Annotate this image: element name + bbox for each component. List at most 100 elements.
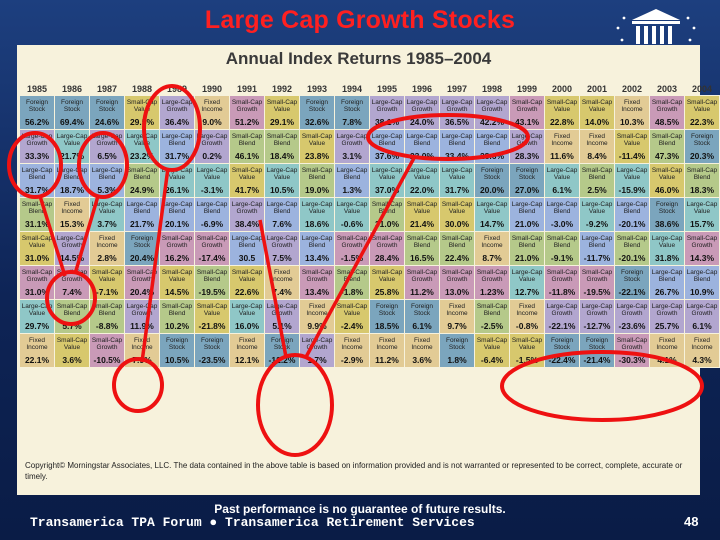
cell-return: 43.1%	[514, 117, 540, 127]
year-header: 1986	[61, 83, 83, 94]
return-cell: Foreign Stock 6.1%	[404, 299, 440, 334]
cell-category: Small-Cap Value	[581, 99, 613, 113]
cell-category: Large-Cap Growth	[56, 235, 88, 249]
return-cell: Large-Cap Blend 20.1%	[159, 197, 195, 232]
cell-category: Foreign Stock	[585, 337, 609, 351]
return-cell: Fixed Income 11.6%	[544, 129, 580, 164]
cell-return: 25.7%	[654, 321, 680, 331]
return-cell: Small-Cap Blend -2.5%	[474, 299, 510, 334]
cell-return: 16.5%	[409, 253, 435, 263]
cell-category: Small-Cap Value	[56, 337, 88, 351]
cell-return: 21.4%	[409, 219, 435, 229]
return-cell: Small-Cap Value 30.0%	[439, 197, 475, 232]
cell-category: Large-Cap Value	[686, 201, 718, 215]
return-cell: Small-Cap Value 41.7%	[229, 163, 265, 198]
cell-return: 38.6%	[654, 219, 680, 229]
return-cell: Small-Cap Value 23.8%	[299, 129, 335, 164]
cell-category: Foreign Stock	[270, 337, 294, 351]
cell-category: Large-Cap Value	[301, 201, 333, 215]
cell-category: Small-Cap Growth	[161, 235, 193, 249]
returns-table: 1985 1986 1987 1988 1989 1990 1991 1992 1993 1994…	[19, 82, 720, 368]
cell-category: Fixed Income	[271, 269, 293, 283]
return-cell: Large-Cap Blend 31.7%	[159, 129, 195, 164]
return-cell: Large-Cap Blend -6.9%	[194, 197, 230, 232]
return-cell: Large-Cap Blend 13.4%	[299, 231, 335, 266]
cell-return: 3.7%	[97, 219, 117, 229]
cell-return: -22.1%	[618, 287, 646, 297]
cell-category: Large-Cap Blend	[406, 133, 438, 147]
return-cell: Foreign Stock 18.5%	[369, 299, 405, 334]
cell-return: -21.8%	[198, 321, 226, 331]
cell-return: -30.3%	[618, 355, 646, 365]
cell-return: -3.1%	[200, 185, 224, 195]
cell-return: 20.3%	[689, 151, 715, 161]
cell-category: Small-Cap Blend	[161, 303, 193, 317]
cell-return: 30.0%	[444, 219, 470, 229]
cell-category: Large-Cap Blend	[476, 133, 508, 147]
return-cell: Foreign Stock 27.0%	[509, 163, 545, 198]
return-cell: Large-Cap Growth 38.1%	[369, 95, 405, 130]
cell-category: Fixed Income	[61, 201, 83, 215]
cell-category: Small-Cap Growth	[651, 99, 683, 113]
return-cell: Large-Cap Value 15.7%	[684, 197, 720, 232]
cell-category: Small-Cap Growth	[406, 269, 438, 283]
return-cell: Fixed Income 10.3%	[614, 95, 650, 130]
return-cell: Small-Cap Value 22.3%	[684, 95, 720, 130]
return-cell: Large-Cap Growth 1.7%	[299, 333, 335, 368]
cell-category: Foreign Stock	[340, 99, 364, 113]
cell-return: -2.5%	[480, 321, 504, 331]
return-cell: Small-Cap Value -2.4%	[334, 299, 370, 334]
cell-category: Small-Cap Growth	[231, 99, 263, 113]
return-cell: Small-Cap Blend 31.0%	[369, 197, 405, 232]
cell-return: 20.4%	[129, 287, 155, 297]
cell-return: 10.5%	[164, 355, 190, 365]
cell-return: -12.7%	[583, 321, 611, 331]
return-cell: Fixed Income 9.7%	[439, 299, 475, 334]
cell-return: 14.5%	[164, 287, 190, 297]
return-cell: Large-Cap Growth -23.6%	[614, 299, 650, 334]
return-cell: Small-Cap Growth 48.5%	[649, 95, 685, 130]
cell-return: 6.1%	[692, 321, 712, 331]
return-cell: Foreign Stock 24.6%	[89, 95, 125, 130]
cell-category: Large-Cap Growth	[126, 303, 158, 317]
return-cell: Small-Cap Growth 16.2%	[159, 231, 195, 266]
return-cell: Small-Cap Growth -1.5%	[334, 231, 370, 266]
return-cell: Large-Cap Growth -12.7%	[579, 299, 615, 334]
cell-return: -22.4%	[548, 355, 576, 365]
cell-return: 56.2%	[24, 117, 50, 127]
cell-return: 12.1%	[234, 355, 260, 365]
return-cell: Large-Cap Growth 6.5%	[89, 129, 125, 164]
cell-return: 31.0%	[374, 219, 400, 229]
cell-return: -15.9%	[618, 185, 646, 195]
cell-return: 3.1%	[342, 151, 362, 161]
cell-return: 20.4%	[129, 253, 155, 263]
cell-category: Large-Cap Growth	[476, 99, 508, 113]
year-header: 1996	[411, 83, 433, 94]
cell-return: 31.8%	[654, 253, 680, 263]
cell-return: -9.2%	[585, 219, 609, 229]
year-header: 1988	[131, 83, 153, 94]
cell-return: 3.6%	[412, 355, 432, 365]
return-cell: Small-Cap Value -7.1%	[89, 265, 125, 300]
cell-category: Fixed Income	[131, 337, 153, 351]
cell-return: 22.3%	[689, 117, 715, 127]
cell-category: Small-Cap Value	[441, 201, 473, 215]
cell-return: 9.7%	[447, 321, 467, 331]
cell-category: Fixed Income	[201, 99, 223, 113]
return-cell: Fixed Income 9.9%	[299, 299, 335, 334]
return-cell: Small-Cap Value 22.6%	[229, 265, 265, 300]
return-cell: Small-Cap Value 31.0%	[19, 231, 55, 266]
cell-return: 15.3%	[59, 219, 85, 229]
cell-category: Large-Cap Value	[371, 167, 403, 181]
return-cell: Large-Cap Growth 36.4%	[159, 95, 195, 130]
return-cell: Large-Cap Growth 36.5%	[439, 95, 475, 130]
cell-category: Small-Cap Value	[406, 201, 438, 215]
return-cell: Small-Cap Blend -20.1%	[614, 231, 650, 266]
cell-return: 6.1%	[552, 185, 572, 195]
cell-return: -19.5%	[198, 287, 226, 297]
cell-return: 21.7%	[129, 219, 155, 229]
cell-return: 38.1%	[374, 117, 400, 127]
cell-category: Fixed Income	[306, 303, 328, 317]
cell-return: 7.4%	[272, 287, 292, 297]
return-cell: Small-Cap Value -6.4%	[474, 333, 510, 368]
